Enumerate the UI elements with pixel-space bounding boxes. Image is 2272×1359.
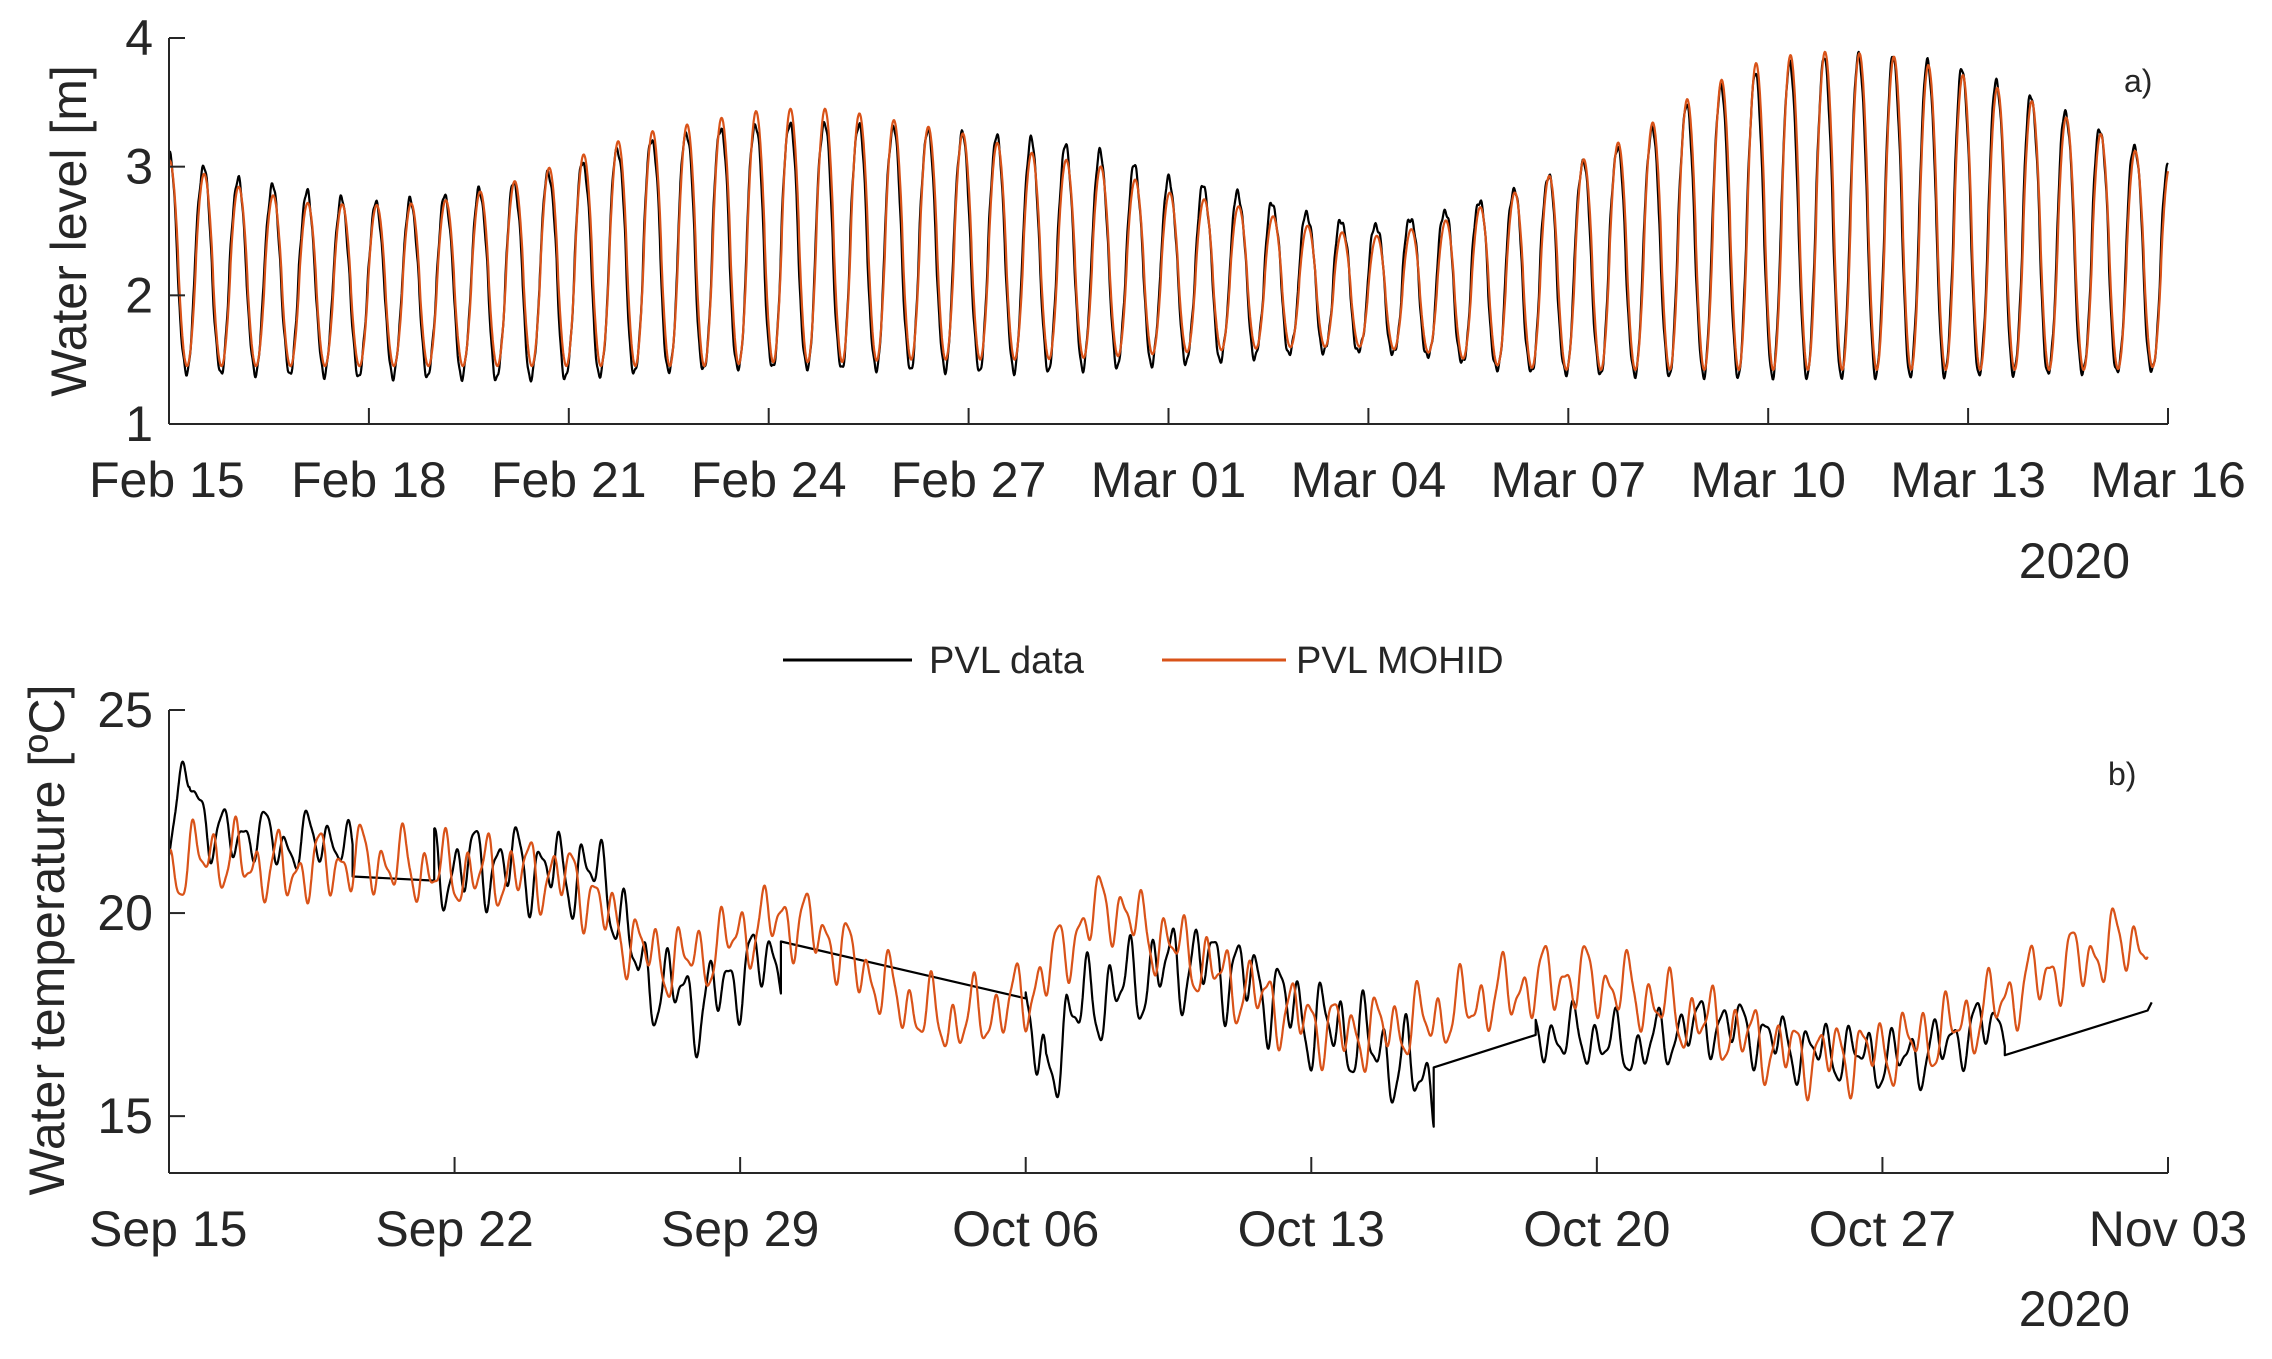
water-temperature-data-line: [167, 760, 2153, 1128]
water-level-panel: 1 2 3 4 Feb 15 Feb 18 Feb 21 Feb 24 Feb 27 Mar 01…: [41, 10, 2246, 589]
water-level-y-tick-label: 3: [125, 139, 153, 195]
water-level-y-tick-label: 2: [125, 267, 153, 323]
water-level-axes: 1 2 3 4 Feb 15 Feb 18 Feb 21 Feb 24 Feb 27 Mar 01…: [89, 10, 2246, 508]
water-level-x-tick-label: Mar 07: [1490, 452, 1646, 508]
legend: PVL data PVL MOHID: [783, 640, 1504, 682]
panel-label-b: b): [2108, 756, 2136, 792]
water-level-year-label: 2020: [2019, 533, 2130, 589]
water-level-y-tick-label: 1: [125, 396, 153, 452]
water-temperature-year-label: 2020: [2019, 1281, 2130, 1337]
water-temperature-x-tick-label: Oct 06: [952, 1201, 1099, 1257]
water-temperature-y-tick-label: 25: [97, 682, 153, 738]
water-level-x-tick-label: Mar 01: [1091, 452, 1247, 508]
water-temperature-x-tick-label: Oct 13: [1238, 1201, 1385, 1257]
water-level-x-tick-label: Feb 24: [691, 452, 847, 508]
water-level-x-tick-label: Mar 16: [2090, 452, 2246, 508]
water-temperature-x-tick-label: Oct 20: [1523, 1201, 1670, 1257]
water-level-x-tick-label: Feb 27: [891, 452, 1047, 508]
water-temperature-x-tick-label: Sep 15: [89, 1201, 247, 1257]
legend-label-data: PVL data: [929, 640, 1085, 682]
water-temperature-model-line: [167, 815, 2149, 1102]
water-temperature-axes: 15 20 25 Sep 15 Sep 22 Sep 29 Oct 06 Oct 13 Oct …: [89, 682, 2247, 1257]
water-level-series: [167, 50, 2170, 383]
water-temperature-x-tick-label: Oct 27: [1809, 1201, 1956, 1257]
panel-label-a: a): [2124, 63, 2152, 99]
water-temperature-y-label: Water temperature [ºC]: [19, 684, 75, 1195]
water-temperature-y-tick-label: 15: [97, 1088, 153, 1144]
water-level-model-line: [168, 50, 2170, 372]
water-temperature-panel: 15 20 25 Sep 15 Sep 22 Sep 29 Oct 06 Oct 13 Oct …: [19, 682, 2247, 1337]
water-level-y-tick-label: 4: [125, 10, 153, 66]
water-level-x-tick-label: Mar 10: [1690, 452, 1846, 508]
legend-label-model: PVL MOHID: [1296, 640, 1504, 682]
water-level-x-tick-label: Mar 13: [1890, 452, 2046, 508]
water-level-x-tick-label: Feb 15: [89, 452, 245, 508]
water-temperature-y-tick-label: 20: [97, 885, 153, 941]
water-temperature-x-tick-label: Nov 03: [2089, 1201, 2247, 1257]
water-temperature-series: [167, 760, 2153, 1128]
water-level-x-tick-label: Feb 18: [291, 452, 447, 508]
water-level-x-tick-label: Feb 21: [491, 452, 647, 508]
water-temperature-x-tick-label: Sep 22: [375, 1201, 533, 1257]
water-level-y-label: Water level [m]: [41, 65, 97, 397]
water-level-x-tick-label: Mar 04: [1291, 452, 1447, 508]
water-temperature-x-tick-label: Sep 29: [661, 1201, 819, 1257]
